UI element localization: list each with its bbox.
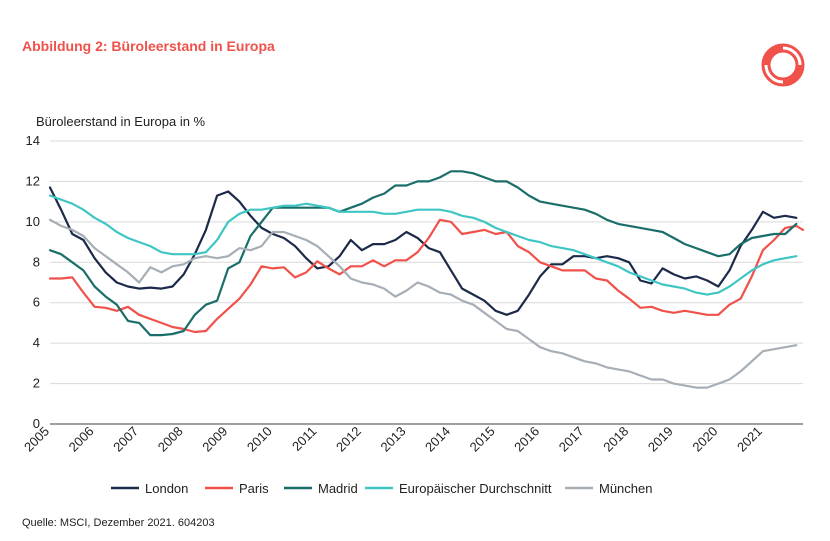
legend-label: London — [145, 481, 188, 496]
legend: London Paris Madrid Europäischer Durchschni… — [111, 481, 652, 496]
y-tick-label: 6 — [33, 295, 40, 310]
x-tick-label: 2006 — [66, 424, 97, 455]
legend-label: München — [599, 481, 652, 496]
grid-lines — [50, 140, 803, 425]
x-tick-label: 2010 — [244, 424, 275, 455]
y-tick-label: 2 — [33, 376, 40, 391]
x-tick-label: 2018 — [600, 424, 631, 455]
legend-item-3: Europäischer Durchschnitt — [365, 481, 552, 496]
y-axis-title: Büroleerstand in Europa in % — [36, 114, 206, 129]
x-tick-label: 2008 — [155, 424, 186, 455]
x-tick-label: 2013 — [378, 424, 409, 455]
legend-label: Madrid — [318, 481, 358, 496]
series-line-3 — [48, 194, 798, 296]
series-line-2 — [48, 170, 798, 337]
figure-title: Abbildung 2: Büroleerstand in Europa — [22, 38, 275, 54]
series-line-1 — [48, 218, 805, 334]
legend-item-1: Paris — [205, 481, 269, 496]
x-tick-label: 2017 — [556, 424, 587, 455]
x-tick-labels: 2005 2006 2007 2008 2009 2010 2011 2012 2013 2014… — [21, 424, 765, 455]
x-tick-label: 2019 — [645, 424, 676, 455]
legend-item-0: London — [111, 481, 188, 496]
legend-label: Europäischer Durchschnitt — [399, 481, 552, 496]
legend-item-2: Madrid — [284, 481, 358, 496]
x-tick-label: 2005 — [21, 424, 52, 455]
x-tick-label: 2009 — [199, 424, 230, 455]
y-tick-label: 12 — [26, 173, 40, 188]
legend-label: Paris — [239, 481, 269, 496]
series-lines — [48, 170, 805, 389]
y-tick-label: 14 — [26, 133, 40, 148]
y-tick-label: 0 — [33, 416, 40, 431]
red-circle-logo-icon — [761, 43, 805, 87]
y-tick-label: 8 — [33, 254, 40, 269]
x-tick-label: 2015 — [467, 424, 498, 455]
x-tick-label: 2014 — [422, 424, 453, 455]
legend-item-4: München — [565, 481, 652, 496]
x-tick-label: 2012 — [333, 424, 364, 455]
y-tick-label: 10 — [26, 214, 40, 229]
x-tick-label: 2016 — [511, 424, 542, 455]
x-tick-label: 2007 — [110, 424, 141, 455]
y-tick-labels: 0 2 4 6 8 10 12 14 — [26, 133, 40, 431]
x-tick-label: 2011 — [289, 424, 319, 454]
x-tick-label: 2020 — [689, 424, 720, 455]
y-tick-label: 4 — [33, 335, 40, 350]
source-note: Quelle: MSCI, Dezember 2021. 604203 — [22, 517, 215, 529]
series-line-0 — [48, 186, 798, 316]
series-line-4 — [48, 218, 798, 389]
x-tick-label: 2021 — [734, 424, 765, 455]
